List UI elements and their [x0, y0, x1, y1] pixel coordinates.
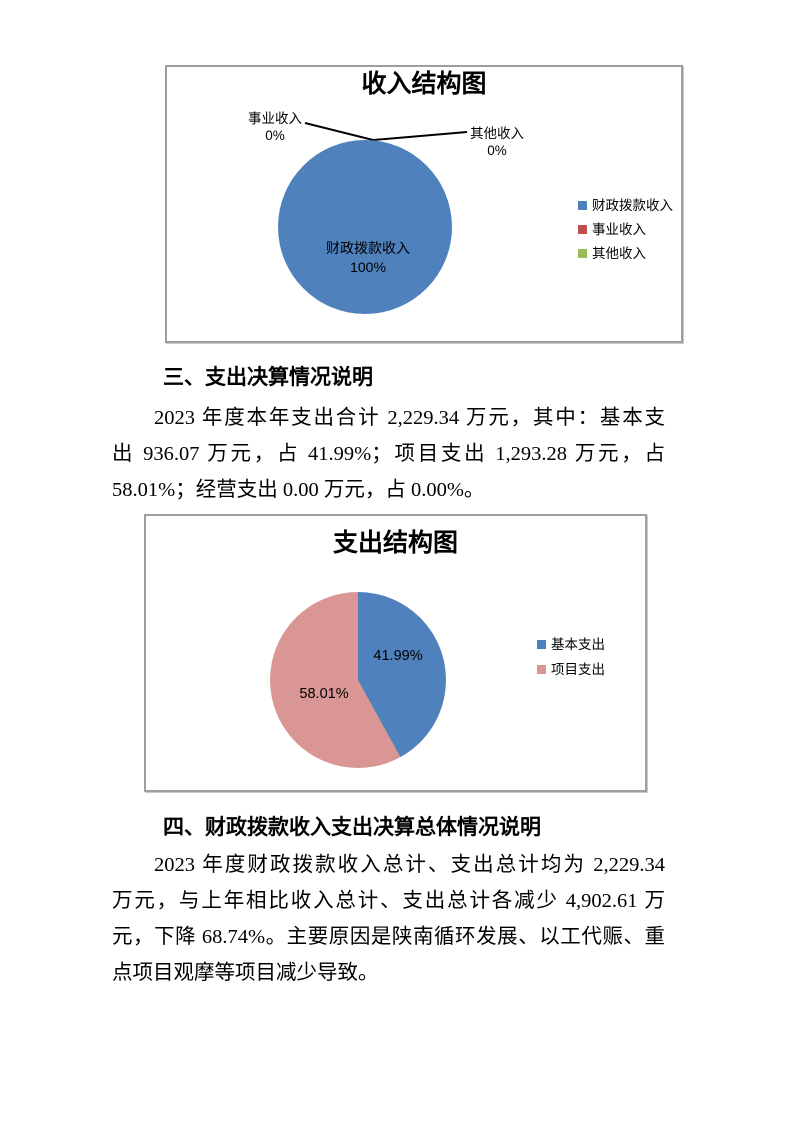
text-line: 点项目观摩等项目减少导致。 — [112, 962, 379, 984]
section-heading-fiscal-summary: 四、财政拨款收入支出决算总体情况说明 — [163, 816, 541, 839]
legend-swatch-icon — [578, 225, 587, 234]
chart-title: 收入结构图 — [361, 70, 487, 98]
text-line: 2023 年度本年支出合计 2,229.34 万元，其中：基本支 — [154, 407, 665, 429]
legend-item: 项目支出 — [537, 661, 605, 678]
legend-item: 财政拨款收入 — [578, 197, 673, 214]
legend-label: 基本支出 — [551, 637, 605, 652]
chart-legend: 基本支出 项目支出 — [537, 636, 605, 678]
callout-line — [304, 122, 468, 142]
legend-swatch-icon — [578, 201, 587, 210]
callout-text: 事业收入 — [248, 111, 302, 126]
section-paragraph-expenditure: 2023 年度本年支出合计 2,229.34 万元，其中：基本支 出 936.0… — [112, 400, 665, 508]
callout-label-other-income: 其他收入 0% — [455, 125, 539, 159]
legend-item: 基本支出 — [537, 636, 605, 653]
callout-value: 0% — [487, 143, 507, 158]
chart-legend: 财政拨款收入 事业收入 其他收入 — [578, 197, 673, 262]
legend-item: 事业收入 — [578, 221, 673, 238]
text-line: 元，下降 68.74%。主要原因是陕南循环发展、以工代赈、重 — [112, 926, 665, 948]
chart-title: 支出结构图 — [332, 529, 458, 557]
slice-data-label-basic: 41.99% — [373, 648, 423, 664]
expenditure-pie — [270, 592, 446, 768]
expenditure-structure-chart: 支出结构图 41.99% 58.01% 基本支出 项目支出 — [144, 514, 647, 792]
section-heading-expenditure: 三、支出决算情况说明 — [163, 366, 373, 389]
income-structure-chart: 收入结构图 事业收入 0% 其他收入 0% 财政拨款收入 100% 财政拨款收入… — [165, 65, 683, 343]
text-line: 2023 年度财政拨款收入总计、支出总计均为 2,229.34 — [154, 854, 665, 876]
text-line: 58.01%；经营支出 0.00 万元，占 0.00%。 — [112, 479, 485, 501]
legend-label: 财政拨款收入 — [592, 198, 673, 213]
legend-item: 其他收入 — [578, 245, 673, 262]
legend-label: 其他收入 — [592, 246, 646, 261]
callout-value: 0% — [265, 128, 285, 143]
callout-text: 其他收入 — [470, 126, 524, 141]
callout-label-business-income: 事业收入 0% — [233, 110, 317, 144]
section-paragraph-fiscal-summary: 2023 年度财政拨款收入总计、支出总计均为 2,229.34 万元，与上年相比… — [112, 847, 665, 991]
pie-label-value: 100% — [350, 258, 386, 275]
income-pie — [278, 140, 452, 314]
legend-swatch-icon — [578, 249, 587, 258]
legend-swatch-icon — [537, 665, 546, 674]
text-line: 出 936.07 万元，占 41.99%；项目支出 1,293.28 万元，占 — [112, 443, 665, 465]
legend-swatch-icon — [537, 640, 546, 649]
pie-label-name: 财政拨款收入 — [326, 240, 410, 256]
legend-label: 事业收入 — [592, 222, 646, 237]
pie-data-label: 财政拨款收入 100% — [303, 239, 433, 276]
legend-label: 项目支出 — [551, 662, 605, 677]
text-line: 万元，与上年相比收入总计、支出总计各减少 4,902.61 万 — [112, 890, 665, 912]
slice-data-label-project: 58.01% — [299, 686, 349, 702]
